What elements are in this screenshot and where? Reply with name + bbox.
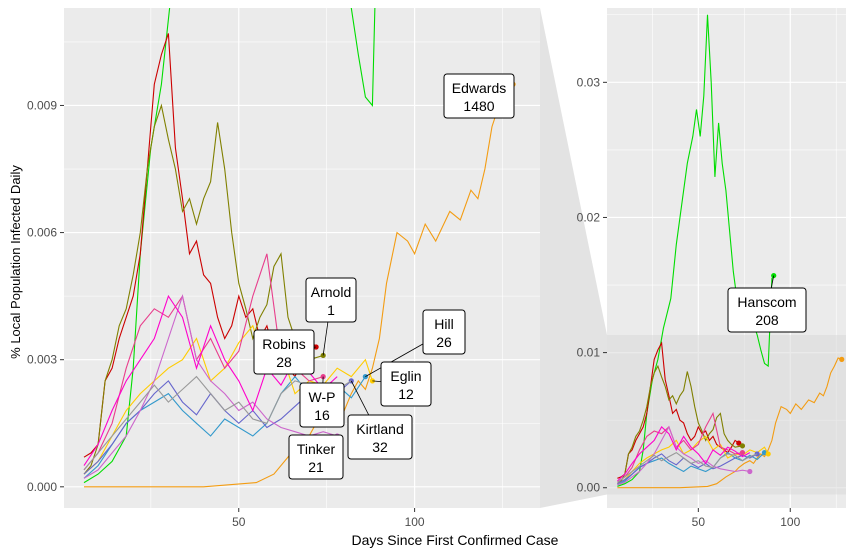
zoom-series-line-unlabeled xyxy=(617,451,758,483)
annotation-arnold-label-box xyxy=(305,277,357,323)
annotation-tinker-label-box xyxy=(288,434,344,480)
main-series-line-arnold xyxy=(83,103,324,475)
x-axis-label: Days Since First Confirmed Case xyxy=(352,532,559,548)
annotation-robins-label-name: Robins xyxy=(262,336,306,352)
main-x-tick-label: 50 xyxy=(232,515,246,529)
zoom-connector-layer xyxy=(540,8,607,508)
zoom-series-line-eglin xyxy=(617,435,769,485)
zoom-series-line-unlabeled xyxy=(617,426,751,482)
zoom-y-tick-label: 0.01 xyxy=(577,346,601,360)
zoom-endpoint-eglin xyxy=(765,451,771,457)
zoom-endpoint-edwards xyxy=(839,356,845,362)
main-x-tick-label: 100 xyxy=(405,515,425,529)
zoom-endpoint-hanscom xyxy=(771,272,777,279)
annotation-kirtland-label-box xyxy=(347,414,413,460)
zoom-y-tick-label: 0.00 xyxy=(577,481,601,495)
annotation-w-p-label-box xyxy=(299,382,345,428)
annotation-edwards-label-count: 1480 xyxy=(463,98,494,114)
annotation-robins-label-box xyxy=(253,329,315,375)
main-series-line-tinker xyxy=(83,294,338,479)
main-y-tick-label: 0.006 xyxy=(27,226,57,240)
annotation-hanscom-label-box xyxy=(727,287,807,333)
annotation-eglin-label-count: 12 xyxy=(398,386,414,402)
zoom-panel: 50 100 0.00 0.01 0.02 0.03 Hanscom 208 xyxy=(577,8,846,529)
zoom-series-line-arnold xyxy=(617,364,743,485)
zoom-endpoint-w-p xyxy=(739,449,746,456)
main-panel: 50 100 0.000 0.003 0.006 0.009 Edwards 1480 Arno… xyxy=(27,8,540,529)
main-y-tick-label: 0.003 xyxy=(27,353,57,367)
zoom-connector-wedge xyxy=(540,8,607,508)
annotation-edwards-label-name: Edwards xyxy=(452,80,506,96)
annotation-arnold-label-count: 1 xyxy=(327,302,335,318)
annotation-tinker-label-name: Tinker xyxy=(297,441,336,457)
zoom-y-tick-label: 0.03 xyxy=(577,75,601,89)
main-series-line-eglin xyxy=(83,324,373,475)
annotation-arnold-label-name: Arnold xyxy=(311,284,351,300)
zoom-series-group xyxy=(617,14,845,489)
annotation-kirtland-label-name: Kirtland xyxy=(356,421,403,437)
zoom-endpoint-robins xyxy=(736,440,742,446)
annotation-hill-label-count: 26 xyxy=(436,334,452,350)
zoom-endpoint-arnold xyxy=(739,443,746,449)
annotation-hanscom-label-count: 208 xyxy=(755,312,779,328)
annotation-w-p-label-name: W-P xyxy=(309,389,336,405)
main-y-tick-label: 0.000 xyxy=(27,480,57,494)
zoom-y-tick-label: 0.02 xyxy=(577,210,601,224)
main-series-line-hanscom xyxy=(83,8,376,484)
main-y-tick-label: 0.009 xyxy=(27,98,57,112)
zoom-endpoint-tinker xyxy=(747,468,753,475)
y-axis-label: % Local Population Infected Daily xyxy=(8,165,23,359)
annotation-eglin-label-box xyxy=(380,361,432,407)
annotation-hill-label-box xyxy=(422,309,466,355)
zoom-highlight-band xyxy=(607,335,846,495)
zoom-series-line-tinker xyxy=(617,425,750,486)
zoom-x-tick-label: 50 xyxy=(692,515,706,529)
annotation-kirtland-label-count: 32 xyxy=(372,439,388,455)
annotation-eglin-label-name: Eglin xyxy=(390,368,421,384)
zoom-x-tick-label: 100 xyxy=(780,515,800,529)
annotation-edwards-label-box xyxy=(443,73,515,119)
annotation-tinker-label-count: 21 xyxy=(308,459,324,475)
zoom-series-line-edwards xyxy=(617,357,842,489)
annotation-hanscom-label-name: Hanscom xyxy=(737,294,796,310)
annotation-robins-label-count: 28 xyxy=(276,354,292,370)
annotation-w-p-label-count: 16 xyxy=(314,407,330,423)
annotation-hill-label-name: Hill xyxy=(434,316,453,332)
